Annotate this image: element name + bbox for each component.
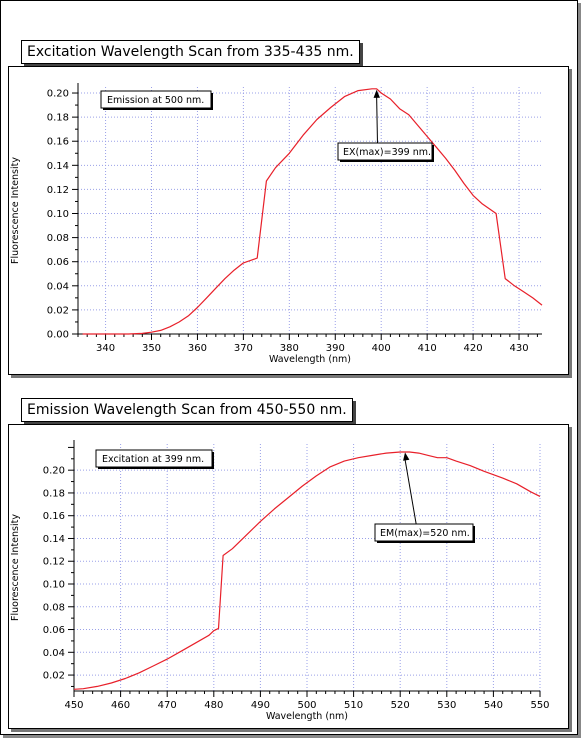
y-axis-title: Fluorescence Intensity [10,157,21,264]
peak-arrow-line [404,458,417,525]
y-tick-label: 0.16 [47,137,69,148]
x-tick-label: 370 [234,343,253,354]
condition-label: Excitation at 399 nm. [102,454,204,465]
x-tick-label: 520 [391,700,410,711]
x-tick-label: 530 [437,700,456,711]
y-tick-label: 0.12 [47,185,69,196]
y-tick-label: 0.10 [43,580,65,591]
y-tick-label: 0.08 [43,602,65,613]
y-tick-label: 0.20 [43,466,65,477]
x-axis-title: Wavelength (nm) [269,354,351,365]
x-tick-label: 350 [142,343,161,354]
x-tick-label: 420 [464,343,483,354]
series-line [73,451,541,690]
y-tick-label: 0.18 [43,488,65,499]
chart-panel-excitation: 340 350 360 370 380 390 400 410 420 430 0.00 0.02 0.… [8,66,569,375]
x-tick-label: 450 [64,700,83,711]
x-tick-label: 480 [204,700,223,711]
y-tick-label: 0.00 [47,330,69,341]
x-tick-label: 360 [188,343,207,354]
chart-title-excitation: Excitation Wavelength Scan from 335-435 … [21,40,360,64]
y-tick-label: 0.02 [47,305,69,316]
peak-label: EM(max)=520 nm. [380,528,470,539]
y-tick-label: 0.16 [43,511,65,522]
y-tick-label: 0.14 [47,161,69,172]
x-tick-label: 410 [418,343,437,354]
x-tick-label: 430 [509,343,528,354]
y-tick-label: 0.12 [43,557,65,568]
peak-arrowhead [403,452,410,461]
x-tick-label: 470 [158,700,177,711]
y-tick-label: 0.06 [47,257,69,268]
x-tick-label: 490 [251,700,270,711]
y-axis-title: Fluorescence Intensity [10,514,21,621]
x-tick-label: 340 [96,343,115,354]
y-tick-label: 0.18 [47,113,69,124]
x-tick-label: 460 [111,700,130,711]
x-tick-label: 540 [484,700,503,711]
x-tick-label: 390 [326,343,345,354]
excitation-chart: 340 350 360 370 380 390 400 410 420 430 0.00 0.02 0.… [10,83,543,365]
condition-label: Emission at 500 nm. [107,95,204,106]
chart-panel-emission: 450 460 470 480 490 500 510 520 530 540 550 0.02 0.0… [8,424,569,729]
x-axis-title: Wavelength (nm) [266,711,348,722]
emission-chart: 450 460 470 480 490 500 510 520 530 540 550 0.02 0.0… [10,440,550,722]
peak-label-box [374,523,474,542]
y-tick-label: 0.04 [43,648,65,659]
series-line [82,88,543,335]
y-tick-label: 0.04 [47,281,69,292]
condition-label-box [95,449,213,468]
x-tick-label: 400 [372,343,391,354]
peak-arrowhead [373,89,380,98]
x-tick-label: 380 [280,343,299,354]
y-tick-label: 0.02 [43,671,65,682]
condition-label-box [100,90,212,109]
peak-label: EX(max)=399 nm. [343,147,431,158]
y-tick-label: 0.14 [43,534,65,545]
x-tick-label: 500 [297,700,316,711]
y-tick-label: 0.20 [47,89,69,100]
chart-title-emission: Emission Wavelength Scan from 450-550 nm… [21,398,353,422]
x-tick-label: 550 [530,700,549,711]
y-tick-label: 0.10 [47,209,69,220]
peak-arrow-line [376,95,378,144]
x-tick-label: 510 [344,700,363,711]
peak-label-box [337,142,433,161]
y-tick-label: 0.08 [47,233,69,244]
y-tick-label: 0.06 [43,625,65,636]
